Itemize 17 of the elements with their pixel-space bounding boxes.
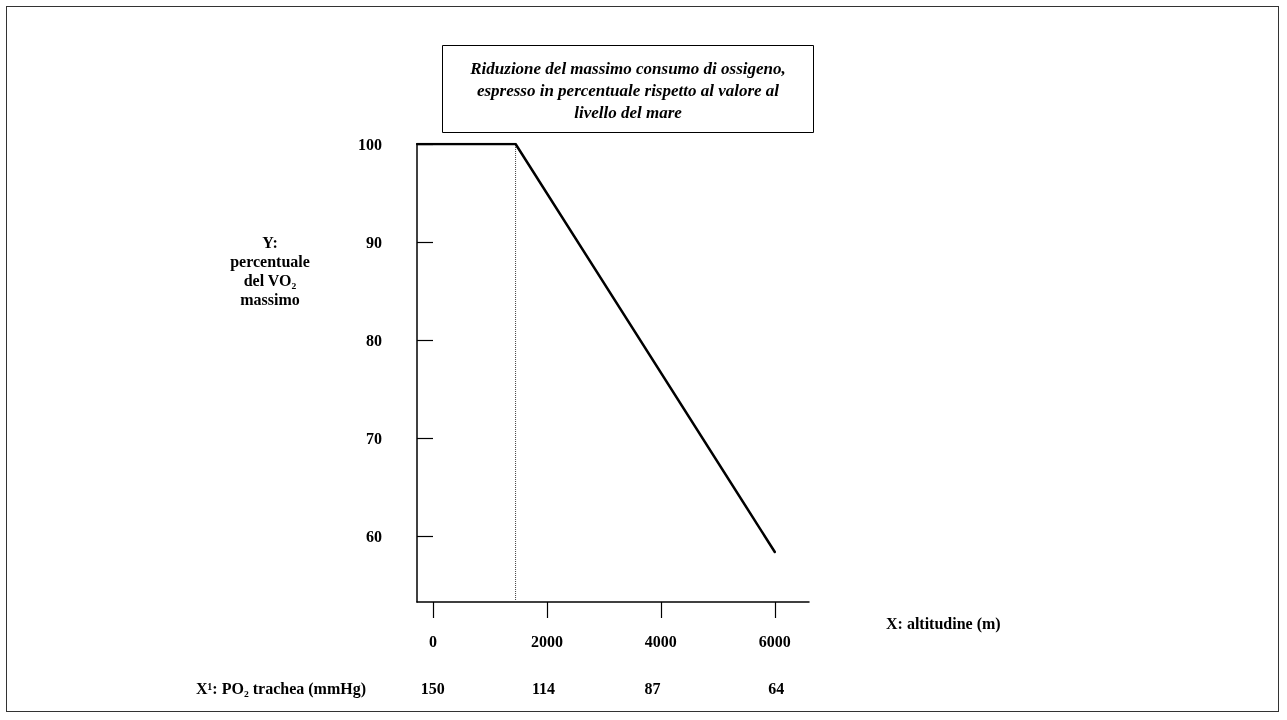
y-tick-label: 70 xyxy=(366,429,382,447)
x-axis-title: X: altitudine (m) xyxy=(886,614,1001,633)
x2-tick-label: 114 xyxy=(531,679,556,697)
y-tick-label: 80 xyxy=(366,331,382,349)
x2-tick-label: 87 xyxy=(644,679,661,697)
x2-tick-label: 64 xyxy=(768,679,785,697)
y-axis-title: Y: percentuale del VO₂ massimo xyxy=(230,234,310,308)
chart-title: Riduzione del massimo consumo di ossigeno, espresso in percentuale rispetto al valore al livello del mare xyxy=(469,58,786,122)
y-tick-label: 100 xyxy=(358,135,382,153)
y-tick-label: 60 xyxy=(366,527,382,545)
x-tick-label: 6000 xyxy=(758,632,791,650)
x-tick-label: 2000 xyxy=(530,632,563,650)
y-tick-label: 90 xyxy=(366,233,382,251)
x-tick-label: 4000 xyxy=(644,632,677,650)
x2-tick-label: 150 xyxy=(420,679,445,697)
x-tick-label: 0 xyxy=(428,632,437,650)
x2-axis-title: X¹: PO₂ trachea (mmHg) xyxy=(196,679,366,698)
